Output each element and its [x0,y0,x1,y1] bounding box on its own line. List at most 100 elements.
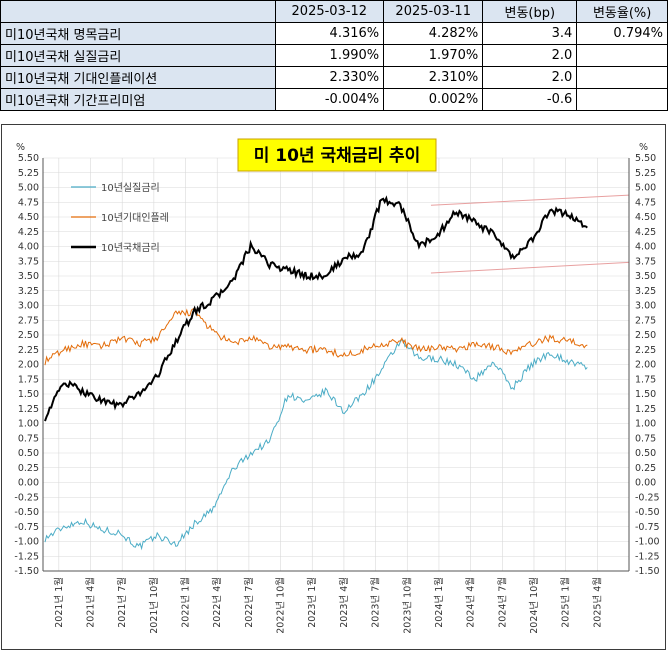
y-tick-label-right: 2.75 [635,315,656,326]
y-tick-label-left: 1.50 [18,389,39,400]
y-tick-label-left: -1.50 [14,566,39,577]
x-tick-label: 2024년 4월 [465,577,477,628]
y-tick-label-right: 3.75 [635,256,656,267]
cell-pct [576,88,668,111]
x-tick-label: 2023년 4월 [338,577,350,628]
y-tick-label-left: -0.25 [14,492,39,503]
summary-table-wrapper: 2025-03-12 2025-03-11 변동(bp) 변동율(%) 미10년… [0,0,668,116]
x-tick-label: 2021년 7월 [116,577,128,628]
y-tick-label-right: -0.50 [635,507,660,518]
cell-pct [576,66,668,89]
y-tick-label-right: 4.25 [635,227,656,238]
y-tick-label-right: 4.00 [635,242,656,253]
y-tick-label-left: 1.25 [18,404,39,415]
chart-frame: -1.50 -1.50 -1.25 -1.25 -1.00 -1.00 -0.75 -0.75… [1,124,666,650]
y-tick-label-left: 2.00 [18,360,39,371]
table-row: 미10년국채 실질금리 1.990% 1.970% 2.0 [0,44,668,67]
yield-chart: -1.50 -1.50 -1.25 -1.25 -1.00 -1.00 -0.75 -0.75… [14,138,660,634]
legend-label: 10년국채금리 [101,242,160,254]
y-tick-label-right: 5.00 [635,183,656,194]
y-tick-label-left: 0.25 [18,463,39,474]
x-tick-label: 2023년 10월 [401,577,413,634]
y-tick-label-left: 2.25 [18,345,39,356]
x-tick-label: 2023년 1월 [306,577,318,628]
cell-bp: -0.6 [482,88,578,111]
y-tick-label-right: -1.25 [635,551,660,562]
cell-pct: 0.794% [576,22,668,45]
y-tick-label-right: 5.50 [635,153,656,164]
series-line-real-rate [44,338,588,551]
series-line-breakeven [44,307,588,366]
y-tick-label-left: 2.50 [18,330,39,341]
row-label: 미10년국채 기간프리미엄 [0,88,276,111]
y-tick-label-right: 2.50 [635,330,656,341]
y-tick-label-left: 3.50 [18,271,39,282]
x-tick-label: 2021년 10월 [148,577,160,634]
x-tick-label: 2022년 7월 [243,577,255,628]
y-tick-label-left: 1.00 [18,419,39,430]
header-date-2: 2025-03-11 [383,0,484,23]
x-tick-label: 2021년 1월 [53,577,65,628]
x-tick-label: 2022년 10월 [275,577,287,634]
trend-line-upper [430,194,630,206]
y-tick-label-left: 4.75 [18,197,39,208]
y-tick-label-right: 0.50 [635,448,656,459]
y-tick-label-right: 3.00 [635,301,656,312]
y-tick-label-left: 5.00 [18,183,39,194]
legend: 10년실질금리 10년기대인플레 10년국채금리 [71,182,169,254]
grid-lines [43,157,629,572]
cell-date-1: -0.004% [274,88,385,111]
x-tick-label: 2024년 1월 [433,577,445,628]
y-tick-label-right: 4.50 [635,212,656,223]
y-axis-unit-left: % [16,142,25,153]
series-lines [44,195,588,551]
x-tick-label: 2024년 7월 [496,577,508,628]
y-tick-label-right: 2.00 [635,360,656,371]
x-tick-label: 2022년 1월 [180,577,192,628]
y-tick-label-right: 3.25 [635,286,656,297]
y-tick-label-right: 5.25 [635,168,656,179]
x-tick-label: 2024년 10월 [528,577,540,634]
x-tick-label: 2025년 4월 [591,577,603,628]
y-tick-label-left: 3.00 [18,301,39,312]
cell-bp: 3.4 [482,22,578,45]
cell-bp: 2.0 [482,66,578,89]
y-tick-label-left: 4.25 [18,227,39,238]
y-tick-label-left: 1.75 [18,374,39,385]
y-tick-label-right: -1.50 [635,566,660,577]
y-tick-label-left: 2.75 [18,315,39,326]
x-tick-label: 2023년 7월 [370,577,382,628]
y-tick-label-left: 0.75 [18,433,39,444]
header-change-bp: 변동(bp) [482,0,578,23]
chart-title: 미 10년 국채금리 추이 [237,138,437,172]
x-tick-label: 2021년 4월 [85,577,97,628]
y-tick-label-left: 4.00 [18,242,39,253]
row-label: 미10년국채 명목금리 [0,22,276,45]
legend-label: 10년실질금리 [101,182,160,194]
table-row: 미10년국채 기대인플레이션 2.330% 2.310% 2.0 [0,66,668,89]
y-tick-label-left: -0.50 [14,507,39,518]
header-cell-blank [0,0,276,23]
table-row: 미10년국채 기간프리미엄 -0.004% 0.002% -0.6 [0,88,668,111]
row-label: 미10년국채 실질금리 [0,44,276,67]
y-tick-label-left: 0.50 [18,448,39,459]
y-tick-label-right: -0.25 [635,492,660,503]
y-tick-label-right: 0.25 [635,463,656,474]
header-change-pct: 변동율(%) [576,0,668,23]
y-tick-label-right: 4.75 [635,197,656,208]
cell-date-2: 0.002% [383,88,484,111]
series-line-nominal [44,195,588,422]
summary-table: 2025-03-12 2025-03-11 변동(bp) 변동율(%) 미10년… [0,0,668,111]
table-header-row: 2025-03-12 2025-03-11 변동(bp) 변동율(%) [0,0,668,23]
y-tick-label-right: 1.25 [635,404,656,415]
header-date-1: 2025-03-12 [274,0,385,23]
y-tick-label-right: -1.00 [635,537,660,548]
x-tick-label: 2022년 4월 [211,577,223,628]
y-tick-label-left: -1.00 [14,537,39,548]
row-label: 미10년국채 기대인플레이션 [0,66,276,89]
axes: -1.50 -1.50 -1.25 -1.25 -1.00 -1.00 -0.75 -0.75… [14,153,659,634]
chart-title-box [237,138,437,172]
y-tick-label-right: 0.75 [635,433,656,444]
cell-date-2: 1.970% [383,44,484,67]
y-tick-label-right: 0.00 [635,478,656,489]
